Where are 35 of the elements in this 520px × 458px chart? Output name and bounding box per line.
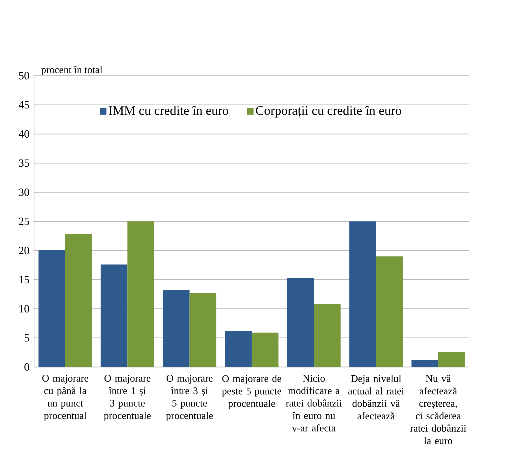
y-tick-label: 50 [19, 72, 30, 80]
legend-label: IMM cu credite în euro [108, 106, 228, 116]
x-tick-label: O majorare de peste 5 puncte procentuale [222, 375, 282, 410]
bar [38, 250, 66, 368]
x-tick-label: O majorare între 1 și 3 puncte procentuale [104, 375, 151, 422]
bar [412, 360, 438, 368]
legend-label: Corporații cu credite în euro [256, 106, 402, 118]
y-tick-label: 15 [20, 276, 30, 284]
bar [287, 278, 314, 368]
bar [350, 222, 376, 368]
y-tick-label: 5 [24, 334, 30, 342]
bar [252, 332, 279, 368]
y-tick-label: 10 [20, 305, 30, 313]
y-axis-title: procent în total [42, 66, 103, 76]
x-tick-label: O majorare între 3 și 5 puncte procentuale [166, 375, 214, 422]
y-tick-label: 20 [19, 246, 30, 254]
y-tick-label: 35 [19, 160, 30, 167]
bar [225, 331, 252, 368]
bar [438, 352, 466, 368]
y-tick-label: 25 [19, 218, 30, 226]
bar [65, 234, 92, 368]
bar [376, 256, 404, 368]
y-tick-label: 30 [19, 188, 30, 196]
bar [163, 290, 190, 368]
x-tick-label: Deja nivelul actual al ratei dobânzii vă afectează [348, 375, 404, 420]
bar [314, 304, 341, 368]
y-tick-label: 40 [18, 130, 30, 138]
y-tick-label: 45 [18, 101, 30, 109]
x-tick-label: Nu vă afectează creșterea, ci scăderea ratei dobânzii la euro [410, 375, 466, 444]
x-tick-label: Nicio modificare a ratei dobânzii în euro nu v-ar afecta [286, 375, 342, 432]
bar [128, 222, 154, 368]
y-tick-label: 0 [24, 363, 30, 371]
x-tick-label: O majorare cu până la un punct procentual [42, 375, 89, 422]
bar [190, 293, 217, 368]
bar [100, 264, 128, 368]
